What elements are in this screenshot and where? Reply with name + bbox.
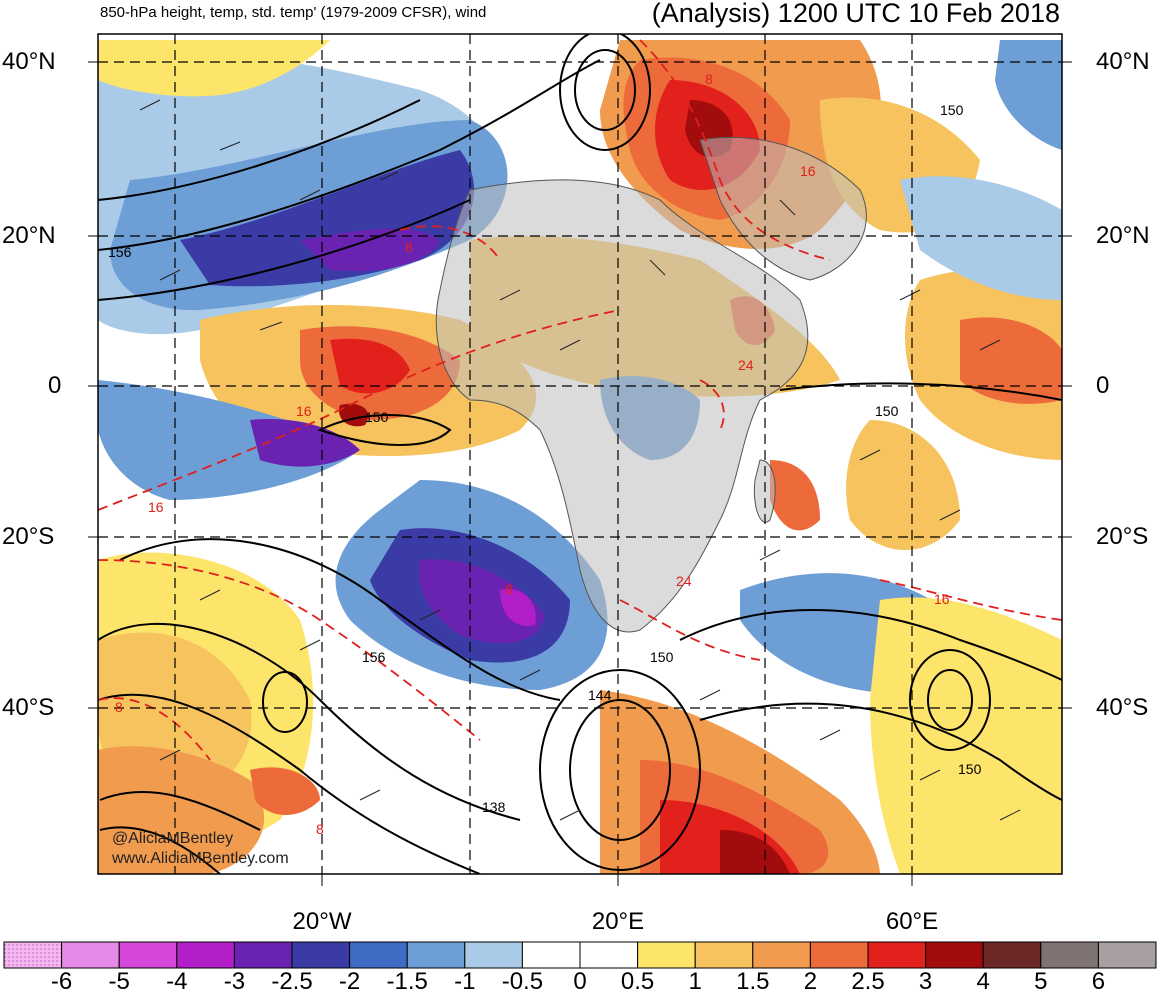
colorbar-tick-label: -2.5 <box>271 968 313 995</box>
colorbar-tick-label: -2 <box>338 968 361 995</box>
frame-ticks <box>88 61 1072 886</box>
map-title-right: (Analysis) 1200 UTC 10 Feb 2018 <box>651 0 1060 28</box>
colorbar-tick-label: -0.5 <box>501 968 544 995</box>
colorbar-tick-label: 5 <box>1034 968 1048 995</box>
lon-label: 20°E <box>591 908 645 935</box>
colorbar-tick-label: -4 <box>166 968 188 995</box>
credit-website: www.AliciaMBentley.com <box>112 850 289 867</box>
temp-label: 16 <box>296 403 312 419</box>
colorbar-swatch <box>1097 941 1157 969</box>
colorbar-swatch <box>118 941 178 969</box>
colorbar-tick-label: -3 <box>223 968 246 995</box>
colorbar-swatch <box>752 941 811 969</box>
colorbar-swatch <box>464 941 523 969</box>
colorbar-tick-label: -5 <box>108 968 130 995</box>
colorbar-tick-label: -1 <box>454 968 476 995</box>
height-label: 138 <box>482 799 506 815</box>
colorbar-swatch <box>176 941 235 969</box>
colorbar-swatch <box>1040 941 1099 969</box>
temp-label: 8 <box>316 821 324 837</box>
height-label: 150 <box>958 761 982 777</box>
colorbar <box>3 941 1157 969</box>
map-frame <box>97 33 1063 875</box>
colorbar-tick-label: 0.5 <box>620 968 655 995</box>
height-label: 156 <box>362 649 386 665</box>
lat-label-left: 40°N <box>2 48 56 75</box>
colorbar-swatch <box>579 941 639 969</box>
lat-label-left: 40°S <box>2 694 55 721</box>
colorbar-swatch <box>982 941 1042 969</box>
colorbar-tick-label: -1.5 <box>386 968 428 995</box>
height-label: 156 <box>108 244 132 260</box>
lat-label-left: 20°N <box>2 222 56 249</box>
contour-value-labels: 156 150 150 156 150 144 138 150 150 8 8 … <box>108 71 982 837</box>
lon-label: 20°W <box>292 908 352 935</box>
height-label: 150 <box>940 102 964 118</box>
temp-label: 8 <box>115 699 123 715</box>
height-label: 150 <box>875 403 899 419</box>
wind-barbs <box>139 99 1021 821</box>
height-label: 150 <box>365 409 389 425</box>
temperature-contours <box>98 39 1062 761</box>
temp-label: 16 <box>148 499 164 515</box>
colorbar-swatch <box>694 941 754 969</box>
temp-label: 16 <box>800 163 816 179</box>
colorbar-swatch <box>3 941 63 969</box>
lat-label-left: 20°S <box>2 523 55 550</box>
colorbar-tick-label: 2.5 <box>851 968 885 995</box>
temp-label: 8 <box>705 71 713 87</box>
colorbar-tick-label: 1 <box>688 968 702 995</box>
lat-label-right: 40°N <box>1096 48 1150 75</box>
lat-label-right: 40°S <box>1096 694 1149 721</box>
lat-label-left: 0 <box>48 372 62 399</box>
lat-label-right: 20°S <box>1096 523 1149 550</box>
lat-lon-grid <box>98 34 1062 874</box>
colorbar-tick-label: 3 <box>918 968 933 995</box>
colorbar-tick-label: -6 <box>50 968 73 995</box>
colorbar-tick-label: 6 <box>1091 968 1106 995</box>
temp-label: 24 <box>676 573 692 589</box>
colorbar-swatch <box>867 941 927 969</box>
colorbar-swatch <box>521 941 581 969</box>
height-label: 144 <box>588 687 612 703</box>
colorbar-swatch <box>406 941 466 969</box>
credit-twitter: @AliciaMBentley <box>112 830 234 847</box>
colorbar-swatch <box>233 941 293 969</box>
map-field <box>98 34 1062 874</box>
temp-label: 8 <box>405 239 413 255</box>
colorbar-tick-label: 0 <box>573 968 587 995</box>
colorbar-swatch <box>809 941 869 969</box>
temp-label: 16 <box>934 591 950 607</box>
colorbar-swatch <box>637 941 696 969</box>
colorbar-tick-label: 2 <box>803 968 818 995</box>
temp-label: 8 <box>505 581 513 597</box>
colorbar-swatch <box>925 941 984 969</box>
colorbar-tick-label: 1.5 <box>736 968 770 995</box>
map-title-left: 850-hPa height, temp, std. temp' (1979-2… <box>100 4 487 21</box>
height-label: 150 <box>650 649 674 665</box>
colorbar-swatch <box>291 941 351 969</box>
colorbar-swatch <box>349 941 408 969</box>
lat-label-right: 20°N <box>1096 222 1150 249</box>
lon-label: 60°E <box>885 908 939 935</box>
lat-label-right: 0 <box>1096 372 1110 399</box>
temp-label: 24 <box>738 357 754 373</box>
colorbar-tick-label: 4 <box>976 968 990 995</box>
colorbar-swatch <box>61 941 120 969</box>
